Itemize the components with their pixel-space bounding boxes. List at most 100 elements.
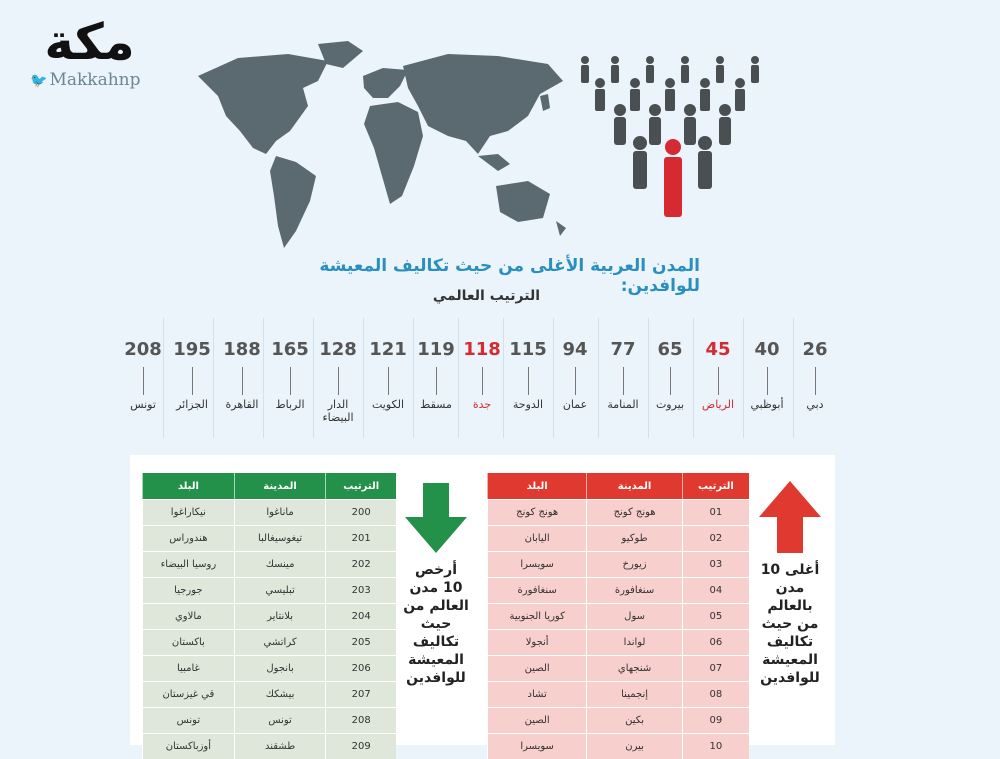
table-row: 203 تبليسي جورجيا xyxy=(142,577,396,603)
divider xyxy=(163,318,164,438)
table-row: 206 بانجول غامبيا xyxy=(142,655,396,681)
cell-city: بيشكك xyxy=(233,681,326,707)
rank-item: 40 أبوظبي xyxy=(742,335,792,440)
cell-rank: 205 xyxy=(325,629,396,655)
table-header-row: الترتيب المدينة البلد xyxy=(487,473,749,499)
rank-item: 45 الرياض xyxy=(693,335,743,440)
rank-tick xyxy=(766,367,768,395)
divider xyxy=(458,318,459,438)
divider xyxy=(648,318,649,438)
table-row: 06 لواندا أنجولا xyxy=(487,629,749,655)
rank-tick xyxy=(481,367,483,395)
page-title: المدن العربية الأغلى من حيث تكاليف المعي… xyxy=(319,256,700,296)
rank-item: 165 الرباط xyxy=(265,335,315,440)
rank-city: جدة xyxy=(472,398,492,411)
rank-item: 128 الدار البيضاء xyxy=(313,335,363,440)
rank-city: أبوظبي xyxy=(750,398,784,411)
table-row: 202 مينسك روسيا البيضاء xyxy=(142,551,396,577)
rank-tick xyxy=(241,367,243,395)
divider xyxy=(693,318,694,438)
cell-rank: 203 xyxy=(325,577,396,603)
rank-city: الرياض xyxy=(701,398,735,411)
divider xyxy=(413,318,414,438)
cell-country: الصين xyxy=(487,707,587,733)
cell-rank: 09 xyxy=(681,707,749,733)
rank-number: 115 xyxy=(509,339,547,360)
rank-city: الرباط xyxy=(275,398,305,411)
arrow-up-icon xyxy=(759,481,821,553)
cell-country: روسيا البيضاء xyxy=(142,551,234,577)
section-subtitle: الترتيب العالمي xyxy=(432,288,540,304)
rank-number: 121 xyxy=(369,339,407,360)
cell-country: مالاوي xyxy=(142,603,234,629)
cell-rank: 02 xyxy=(681,525,749,551)
table-row: 200 ماناغوا نيكاراغوا xyxy=(142,499,396,525)
rank-number: 65 xyxy=(657,339,683,360)
world-map-icon xyxy=(198,41,566,248)
rank-item: 118 جدة xyxy=(457,335,507,440)
cell-rank: 06 xyxy=(681,629,749,655)
global-ranking: 26 دبي 40 أبوظبي 45 الرياض 65 بيروت 77 المنام… xyxy=(115,335,840,445)
cell-country: سنغافورة xyxy=(487,577,587,603)
table-row: 204 بلانتاير مالاوي xyxy=(142,603,396,629)
rank-number: 195 xyxy=(173,339,211,360)
cell-country: سويسرا xyxy=(487,733,587,759)
cell-city: زيورخ xyxy=(586,551,682,577)
table-row: 07 شنجهاي الصين xyxy=(487,655,749,681)
cell-city: طوكيو xyxy=(586,525,682,551)
rank-city: مسقط xyxy=(420,398,452,411)
rank-city: دبي xyxy=(806,398,824,411)
cell-rank: 202 xyxy=(325,551,396,577)
cell-rank: 209 xyxy=(325,733,396,759)
twitter-handle: 🐦 Makkahnp xyxy=(30,70,141,90)
cell-country: جورجيا xyxy=(142,577,234,603)
cell-rank: 207 xyxy=(325,681,396,707)
rank-tick xyxy=(669,367,671,395)
column-header-rank: الترتيب xyxy=(681,473,749,499)
cell-rank: 200 xyxy=(325,499,396,525)
cell-rank: 204 xyxy=(325,603,396,629)
table-row: 03 زيورخ سويسرا xyxy=(487,551,749,577)
divider xyxy=(313,318,314,438)
table-row: 09 بكين الصين xyxy=(487,707,749,733)
rank-item: 121 الكويت xyxy=(363,335,413,440)
rank-tick xyxy=(574,367,576,395)
cell-city: بانجول xyxy=(233,655,326,681)
cell-country: أنجولا xyxy=(487,629,587,655)
cell-rank: 10 xyxy=(681,733,749,759)
cell-rank: 04 xyxy=(681,577,749,603)
cell-rank: 01 xyxy=(681,499,749,525)
cell-city: سول xyxy=(586,603,682,629)
table-row: 201 تيغوسيغالبا هندوراس xyxy=(142,525,396,551)
divider xyxy=(263,318,264,438)
rank-tick xyxy=(435,367,437,395)
rank-tick xyxy=(387,367,389,395)
cell-rank: 03 xyxy=(681,551,749,577)
cheapest-label: أرخص 10 مدن العالم من حيث تكاليف المعيشة… xyxy=(403,562,469,686)
rank-tick xyxy=(717,367,719,395)
table-row: 01 هونج كونج هونج كونج xyxy=(487,499,749,525)
table-row: 209 طشقند أوزباكستان xyxy=(142,733,396,759)
rank-number: 40 xyxy=(754,339,780,360)
rank-tick xyxy=(142,367,144,395)
rank-city: الدوحة xyxy=(512,398,544,411)
cell-country: هندوراس xyxy=(142,525,234,551)
table-row: 05 سول كوريا الجنوبية xyxy=(487,603,749,629)
rank-item: 195 الجزائر xyxy=(167,335,217,440)
twitter-handle-text: Makkahnp xyxy=(49,70,141,90)
column-header-country: البلد xyxy=(487,473,587,499)
rank-city: بيروت xyxy=(655,398,685,411)
crowd-icon xyxy=(581,56,759,217)
cell-city: سنغافورة xyxy=(586,577,682,603)
rank-number: 77 xyxy=(610,339,636,360)
rank-item: 94 عمان xyxy=(550,335,600,440)
rank-city: الجزائر xyxy=(176,398,208,411)
table-row: 08 إنجمينا تشاد xyxy=(487,681,749,707)
cell-rank: 05 xyxy=(681,603,749,629)
cell-city: طشقند xyxy=(233,733,326,759)
rank-number: 45 xyxy=(705,339,731,360)
rank-item: 77 المنامة xyxy=(598,335,648,440)
cell-city: كراتشي xyxy=(233,629,326,655)
column-header-city: المدينة xyxy=(233,473,326,499)
rank-number: 118 xyxy=(463,339,501,360)
